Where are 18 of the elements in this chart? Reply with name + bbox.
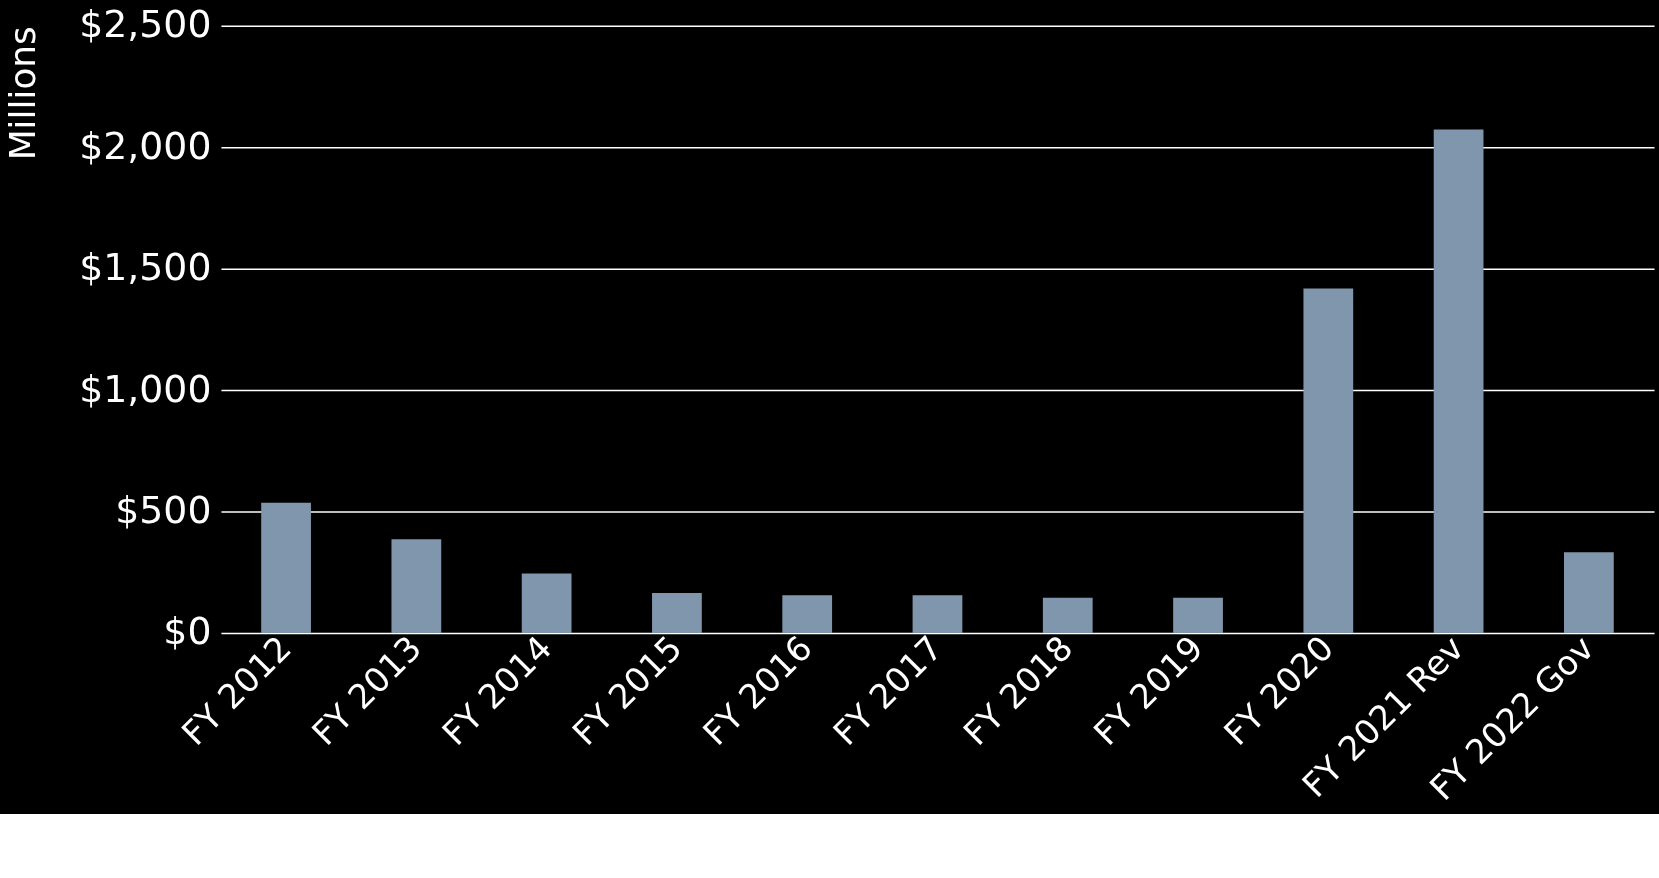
y-tick-label: $1,000 — [79, 366, 212, 411]
bar — [1173, 597, 1223, 633]
bar — [1564, 552, 1614, 633]
bar — [652, 593, 702, 633]
y-tick-label: $0 — [163, 609, 212, 654]
y-axis-title: Millions — [2, 26, 44, 161]
bar — [1303, 288, 1354, 633]
bar — [261, 502, 311, 633]
bar — [782, 595, 833, 633]
bar — [391, 539, 442, 633]
bar — [521, 573, 572, 633]
y-tick-label: $1,500 — [79, 245, 212, 290]
bar — [1433, 129, 1484, 633]
y-tick-label: $2,000 — [79, 123, 212, 168]
bar — [912, 595, 963, 633]
y-tick-label: $500 — [115, 487, 212, 532]
y-tick-label: $2,500 — [79, 2, 212, 47]
bar — [1042, 597, 1093, 633]
